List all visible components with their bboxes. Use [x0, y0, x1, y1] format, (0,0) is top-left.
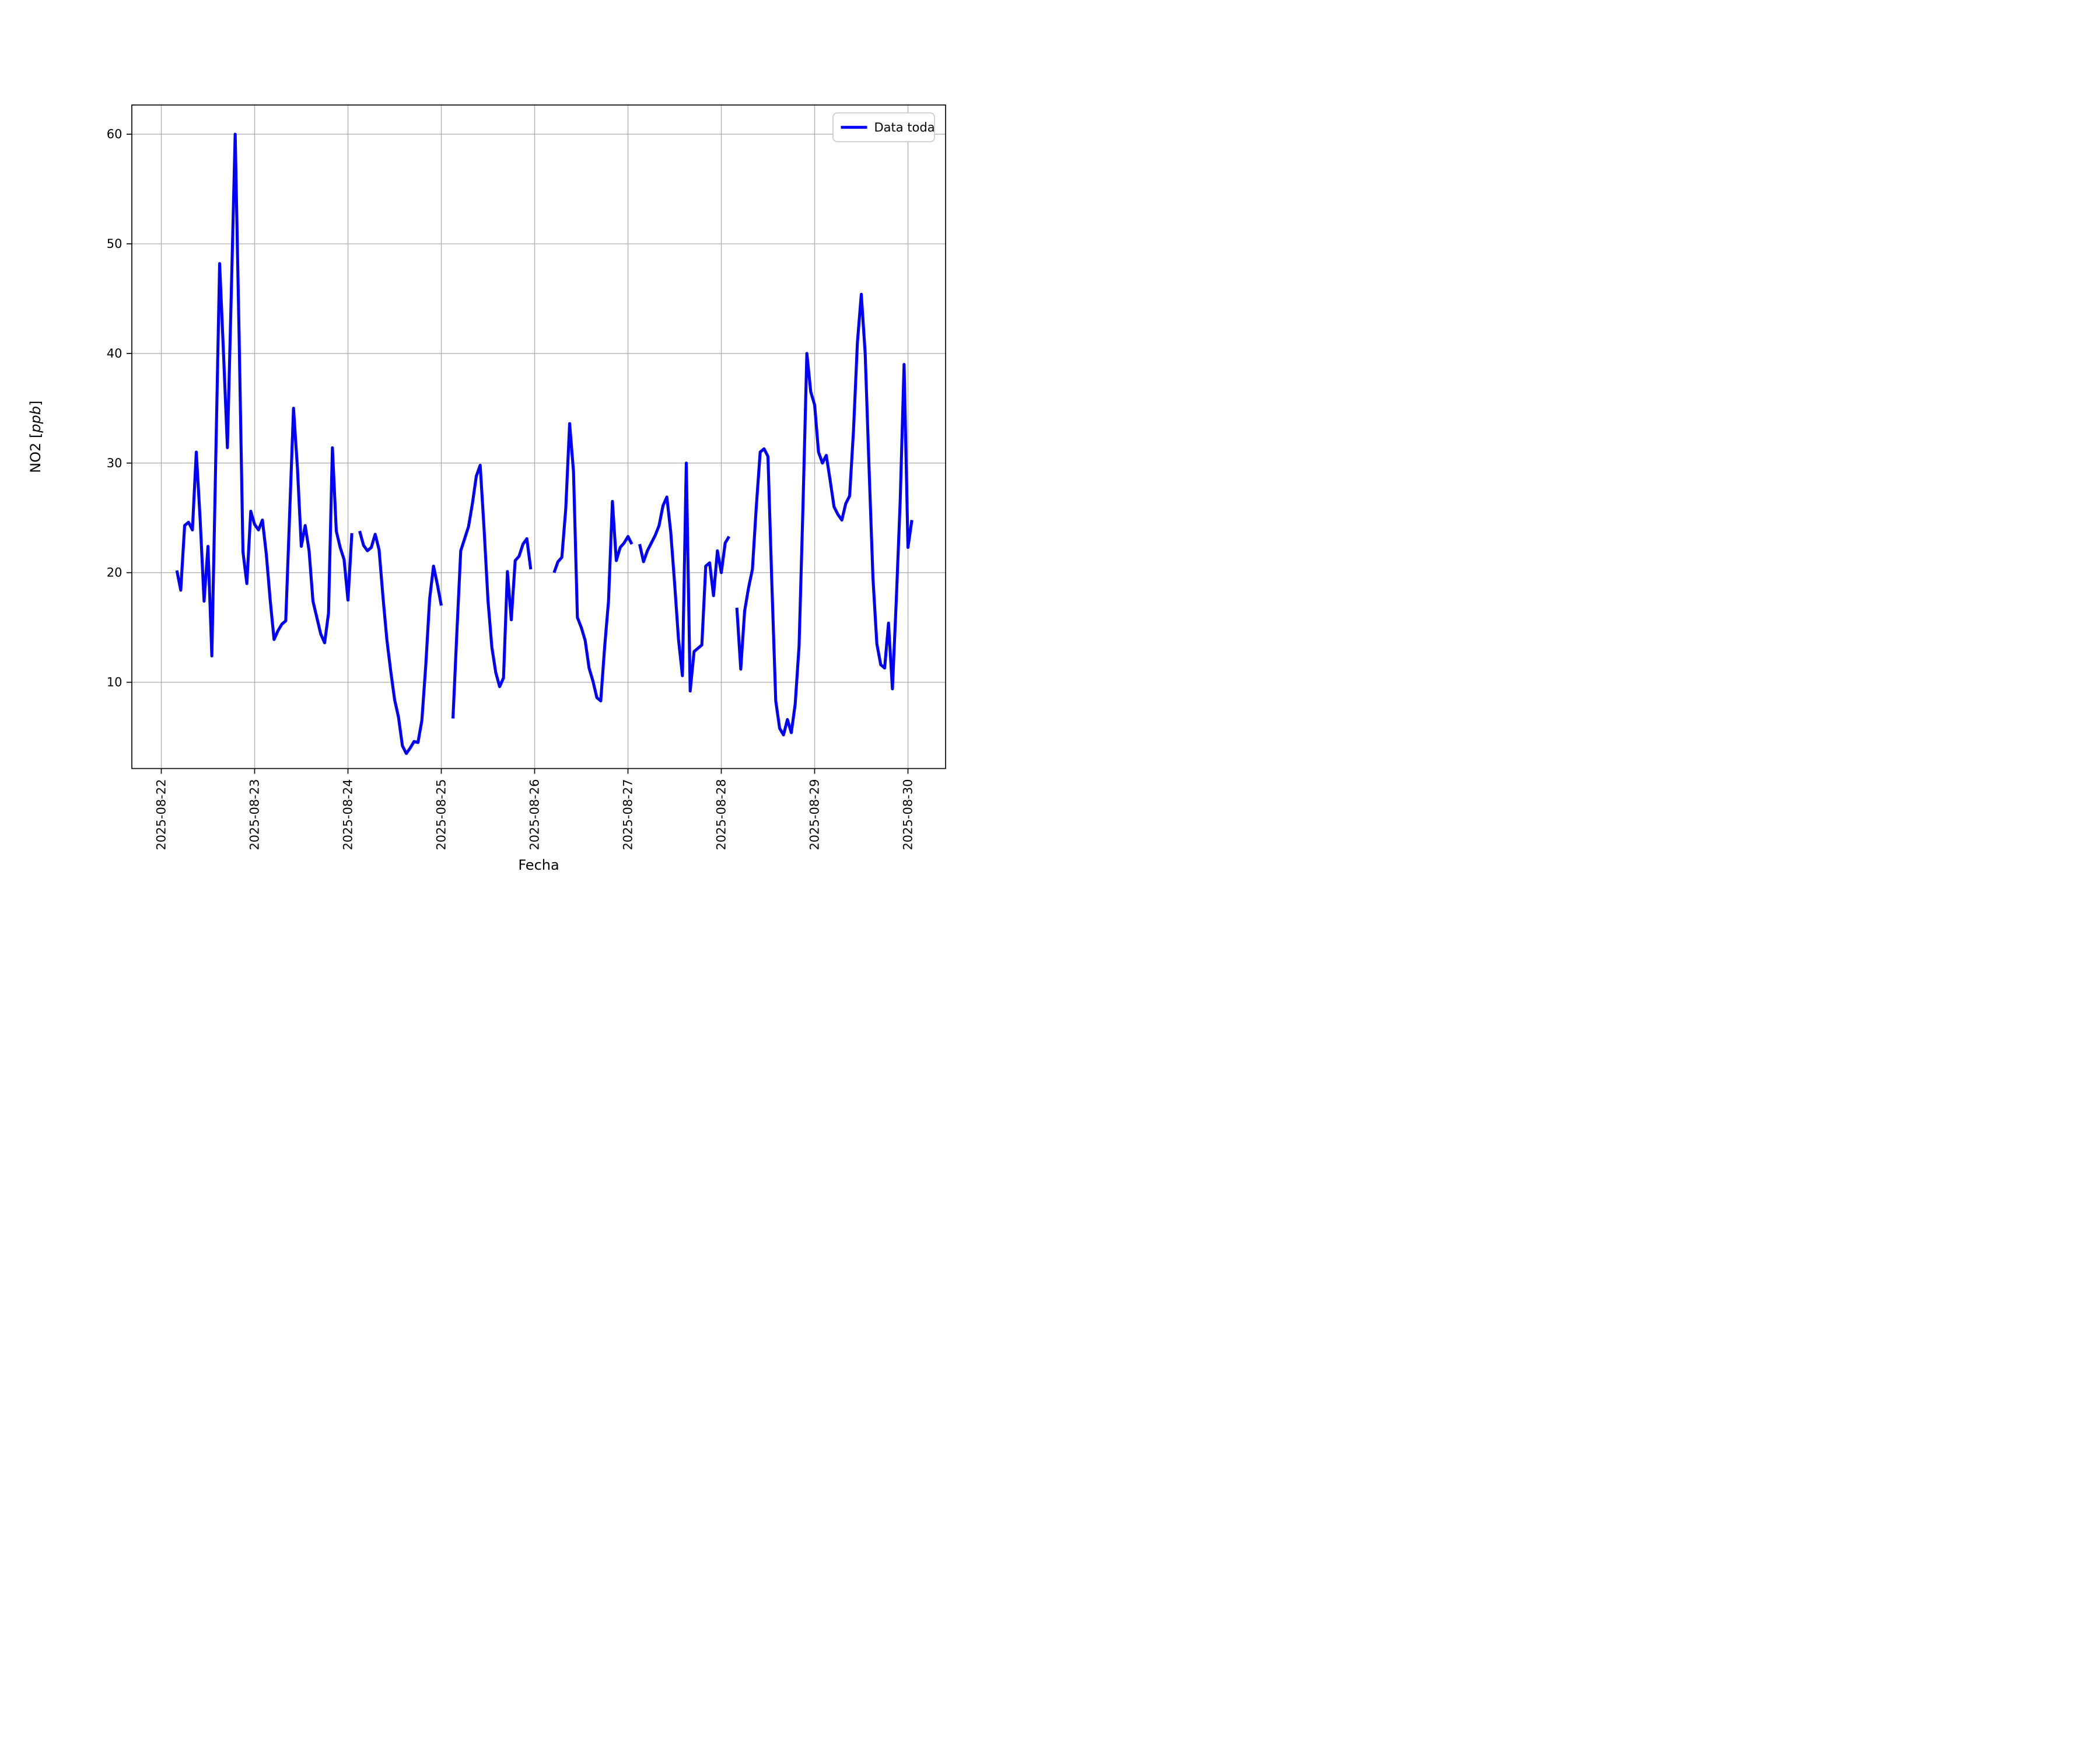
y-tick-label: 10 [107, 676, 123, 690]
x-axis-label: Fecha [518, 857, 559, 873]
no2-line-chart: 10 20 30 40 50 60 2025-08-22 2025-08-23 2025-08-… [0, 0, 1050, 875]
x-tick-label: 2025-08-28 [714, 779, 728, 850]
y-tick-label: 20 [107, 566, 123, 580]
x-tick-label: 2025-08-23 [247, 779, 261, 850]
x-tick-label: 2025-08-30 [901, 779, 915, 850]
data-line-segment [638, 461, 731, 693]
figure: 10 20 30 40 50 60 2025-08-22 2025-08-23 2025-08-… [0, 0, 1050, 875]
x-tick-label: 2025-08-29 [807, 779, 821, 850]
series-data-toda [175, 132, 914, 755]
y-tick-label: 60 [107, 127, 123, 141]
data-line-segment [552, 422, 634, 703]
gridlines [132, 105, 946, 769]
data-line-segment [358, 530, 443, 755]
y-axis-label: NO2 [ppb] [27, 401, 44, 473]
data-line-segment [451, 464, 533, 719]
legend-label: Data toda [874, 120, 935, 134]
legend: Data toda [832, 112, 935, 142]
data-line-segment [735, 292, 914, 737]
x-tick-label: 2025-08-27 [621, 779, 635, 850]
y-tick-label: 50 [107, 237, 123, 251]
legend-box [832, 112, 935, 142]
x-tick-label: 2025-08-26 [527, 779, 541, 850]
axes-spines [131, 104, 946, 769]
x-tick-label: 2025-08-22 [154, 779, 168, 850]
figure-background [0, 0, 1050, 875]
data-line-segment [175, 132, 354, 658]
y-tick-label: 30 [107, 456, 123, 470]
ticks: 10 20 30 40 50 60 2025-08-22 2025-08-23 2025-08-… [107, 127, 915, 850]
y-tick-label: 40 [107, 346, 123, 360]
x-tick-label: 2025-08-25 [434, 779, 448, 850]
x-tick-label: 2025-08-24 [341, 779, 355, 850]
